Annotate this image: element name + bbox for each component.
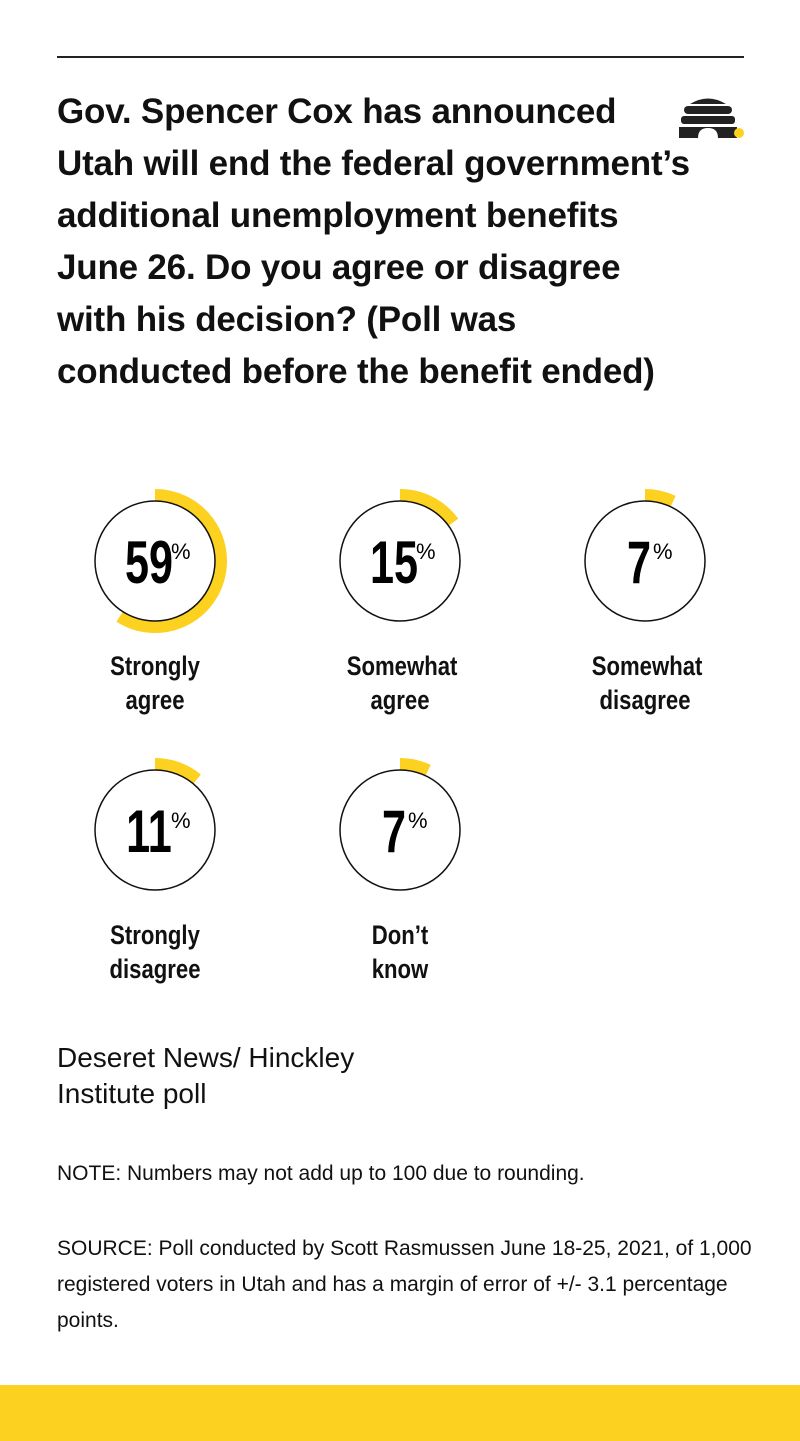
donut-item: 15% Somewhat agree — [280, 481, 520, 717]
donut-circle — [94, 769, 216, 891]
value-label: 7 — [382, 799, 406, 866]
source-text: SOURCE: Poll conducted by Scott Rasmusse… — [57, 1237, 752, 1332]
donut-item: 7% Don’t know — [280, 750, 520, 986]
donut-circle — [94, 500, 216, 622]
category-label: Somewhat disagree — [591, 651, 703, 715]
value-label: 11 — [126, 799, 172, 866]
category-label: Somewhat agree — [346, 651, 458, 715]
value-label: 59 — [125, 530, 173, 597]
percent-sign: % — [408, 808, 428, 833]
donut: 59% — [94, 489, 227, 633]
category-label: Strongly agree — [110, 651, 200, 715]
donut-arc — [399, 758, 431, 776]
percent-sign: % — [653, 539, 673, 564]
donut-circle — [584, 500, 706, 622]
donut-item: 11% Strongly disagree — [35, 750, 275, 986]
donut-item: 7% Somewhat disagree — [525, 481, 765, 717]
percent-sign: % — [171, 808, 191, 833]
donut-arc — [399, 489, 459, 526]
category-label: Don’t know — [371, 920, 429, 984]
donut-item: 59% Strongly agree — [35, 481, 275, 717]
donut-arc — [154, 758, 201, 784]
donut: 7% — [584, 489, 706, 622]
footer-bar — [0, 1385, 800, 1441]
category-label: Strongly disagree — [109, 920, 201, 984]
note-text: NOTE: Numbers may not add up to 100 due … — [57, 1162, 585, 1185]
percent-sign: % — [171, 539, 191, 564]
value-label: 7 — [627, 530, 651, 597]
donut: 11% — [94, 758, 216, 891]
top-rule — [57, 56, 744, 58]
donut-arc — [116, 489, 227, 633]
value-label: 15 — [370, 530, 418, 597]
percent-sign: % — [416, 539, 436, 564]
donut-circle — [339, 769, 461, 891]
donut: 7% — [339, 758, 461, 891]
donut-circle — [339, 500, 461, 622]
beehive-icon — [679, 98, 744, 138]
poll-source-name: Deseret News/ Hinckley Institute poll — [57, 1042, 355, 1109]
donut-arc — [644, 489, 676, 507]
chart-title: Gov. Spencer Cox has announced Utah will… — [57, 92, 690, 391]
donut: 15% — [339, 489, 461, 622]
